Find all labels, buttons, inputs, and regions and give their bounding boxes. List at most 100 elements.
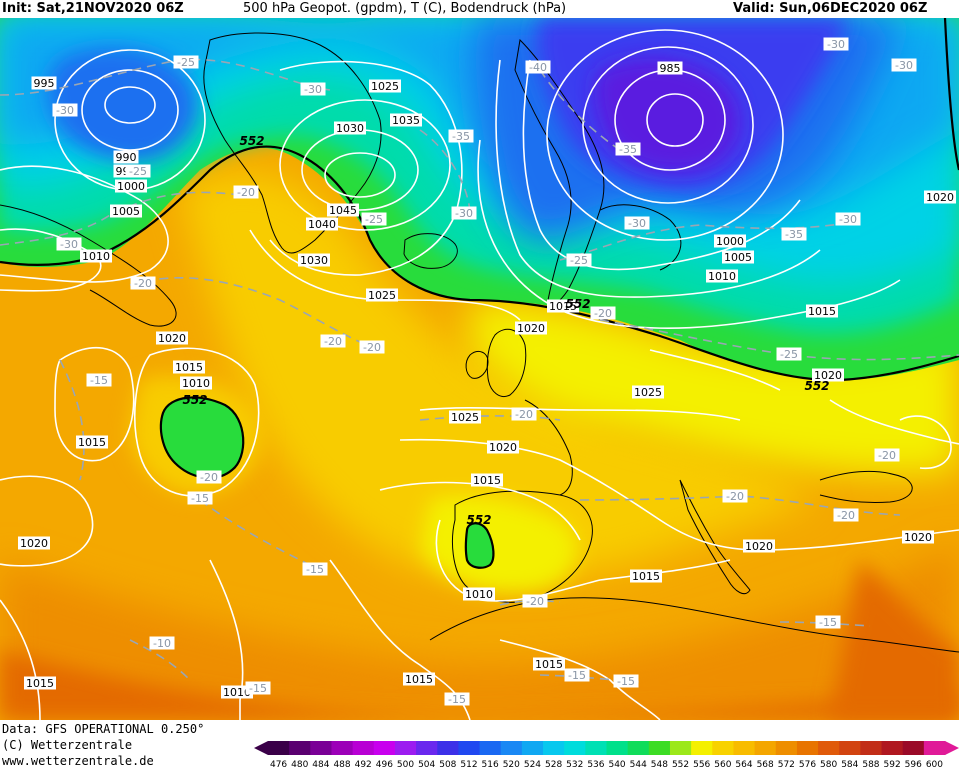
- isobar-label-text: 1035: [392, 114, 420, 127]
- temperature-label-bg: [511, 407, 537, 421]
- temperature-labels: -25 -30 -30 -35 -40 -35 -30 -30 -25 -20 -25 -30 -30 -…: [52, 37, 917, 706]
- contour-552-label-text: 552: [182, 393, 207, 407]
- temperature-label: -10: [149, 636, 175, 650]
- isobar-label: 1025: [449, 410, 481, 424]
- isobar-label-bg: [369, 79, 401, 93]
- isobar-label-bg: [306, 217, 338, 231]
- scale-tick-label: 596: [905, 760, 922, 770]
- scale-tick-label: 556: [693, 760, 710, 770]
- isobar-label-bg: [902, 530, 934, 544]
- temperature-label-bg: [52, 103, 78, 117]
- temperature-label: -30: [891, 58, 917, 72]
- isobar-label-text: 1005: [112, 205, 140, 218]
- temperature-label-bg: [149, 636, 175, 650]
- isobar-label: 1020: [902, 530, 934, 544]
- scale-cell: [712, 741, 734, 755]
- scale-cell: [691, 741, 713, 755]
- temperature-label-bg: [125, 164, 151, 178]
- isobar-label-bg: [366, 288, 398, 302]
- temperature-label-bg: [302, 562, 328, 576]
- isobar-label-bg: [924, 190, 956, 204]
- temperature-label-bg: [173, 55, 199, 69]
- isobar-label-text: 1015: [405, 673, 433, 686]
- scale-cell: [479, 741, 502, 755]
- isobar-label-text: 1020: [489, 441, 517, 454]
- contour-552-label: 552: [466, 513, 491, 527]
- temperature-label-text: -20: [837, 509, 855, 522]
- temperature-label-text: -15: [249, 682, 267, 695]
- scale-left-arrow: [254, 741, 268, 755]
- scale-cell: [289, 741, 311, 755]
- contour-552-label-text: 552: [239, 134, 264, 148]
- temperature-label-bg: [835, 212, 861, 226]
- parameter-title: 500 hPa Geopot. (gpdm), T (C), Bodendruc…: [243, 1, 567, 16]
- temperature-label-text: -30: [60, 238, 78, 251]
- isobar-label-text: 1010: [465, 588, 493, 601]
- isobar-label-bg: [471, 473, 503, 487]
- isobar-label: 1000: [714, 234, 746, 248]
- temperature-label-text: -25: [365, 213, 383, 226]
- scale-tick-label: 576: [799, 760, 816, 770]
- scale-tick-label: 528: [545, 760, 562, 770]
- isobar-label: 1025: [632, 385, 664, 399]
- website-link[interactable]: www.wetterzentrale.de: [2, 754, 154, 768]
- isobar-label-bg: [812, 368, 844, 382]
- isobar-label-text: 1015: [808, 305, 836, 318]
- scale-tick-label: 508: [439, 760, 456, 770]
- temperature-label: -15: [564, 668, 590, 682]
- temperature-label-bg: [130, 276, 156, 290]
- temperature-label-text: -20: [726, 490, 744, 503]
- isobars: [0, 29, 959, 720]
- isobar-label-text: 1005: [724, 251, 752, 264]
- temperature-label-bg: [590, 306, 616, 320]
- scale-tick-label: 516: [482, 760, 499, 770]
- temperature-label-text: -30: [304, 83, 322, 96]
- isobar-label-text: 995: [34, 77, 55, 90]
- isobar-label-bg: [515, 321, 547, 335]
- isobar-label-text: 1015: [78, 436, 106, 449]
- isobar-label-text: 985: [660, 62, 681, 75]
- temperature-label-bg: [624, 216, 650, 230]
- isobar-label-text: 1010: [708, 270, 736, 283]
- temperature-label: -25: [566, 253, 592, 267]
- isobar-labels: 9959909951000100510101025103010351045104…: [18, 61, 956, 699]
- isobar-label-text: 1015: [473, 474, 501, 487]
- isobar-label-bg: [714, 234, 746, 248]
- isobar-label-bg: [463, 587, 495, 601]
- temperature-label: -35: [448, 129, 474, 143]
- isobar-label: 1010: [463, 587, 495, 601]
- isobar-label: 1020: [156, 331, 188, 345]
- temperature-label-text: -35: [452, 130, 470, 143]
- temperature-label-text: -20: [237, 186, 255, 199]
- temperature-label-text: -40: [529, 61, 547, 74]
- scale-tick-label: 568: [757, 760, 774, 770]
- isobar-label: 1005: [110, 204, 142, 218]
- isobar-label: 1035: [390, 113, 422, 127]
- temperature-label: -30: [451, 206, 477, 220]
- temperature-label: -25: [173, 55, 199, 69]
- isobar-label: 1015: [547, 299, 579, 313]
- isobar-label-text: 1045: [329, 204, 357, 217]
- f-blue2-area: [48, 48, 198, 161]
- isobar-label: 1015: [630, 569, 662, 583]
- temperature-label-bg: [522, 594, 548, 608]
- temperature-label-text: -30: [56, 104, 74, 117]
- temperature-label: -20: [833, 508, 859, 522]
- temperature-label-bg: [823, 37, 849, 51]
- scale-tick-label: 484: [312, 760, 329, 770]
- scale-tick-label: 572: [778, 760, 795, 770]
- isobar-label: 1020: [487, 440, 519, 454]
- temperature-label: -15: [815, 615, 841, 629]
- isobar-label-bg: [657, 61, 683, 75]
- isobar-label-bg: [632, 385, 664, 399]
- isobar-label-bg: [76, 435, 108, 449]
- temperature-label: -15: [86, 373, 112, 387]
- isobar-label-bg: [173, 360, 205, 374]
- scale-cell: [627, 741, 650, 755]
- temperature-label-bg: [722, 489, 748, 503]
- temperature-label-text: -35: [785, 228, 803, 241]
- copyright-text: (C) Wetterzentrale: [2, 738, 133, 752]
- temperature-label-bg: [320, 334, 346, 348]
- isobar-label-bg: [487, 440, 519, 454]
- temperature-label-text: -30: [628, 217, 646, 230]
